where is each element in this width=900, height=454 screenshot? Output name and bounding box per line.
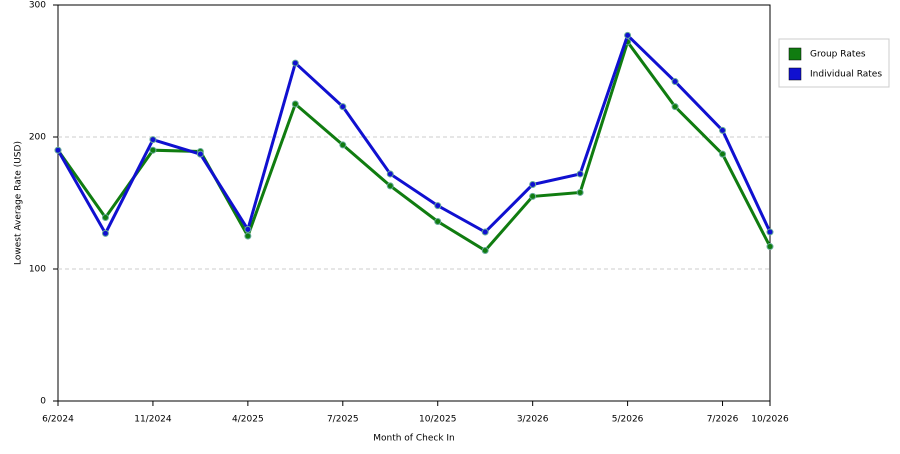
y-tick-label: 100 [29,265,46,275]
data-point [481,247,489,255]
x-tick-label: 10/2025 [419,415,456,425]
y-tick-label: 200 [29,133,46,143]
data-point [434,202,442,210]
data-point [101,214,109,222]
data-point [434,217,442,225]
x-tick-label: 10/2026 [751,415,789,425]
legend-label: Individual Rates [810,70,882,80]
x-tick-label: 5/2026 [612,415,644,425]
data-point [766,243,774,251]
series-line [56,32,772,237]
x-tick-label: 4/2025 [232,415,264,425]
data-point [196,150,204,158]
x-tick-label: 11/2024 [134,415,172,425]
x-tick-label: 7/2025 [327,415,359,425]
x-axis-title: Month of Check In [373,434,455,444]
legend-swatch [788,47,802,61]
x-tick-label: 7/2026 [707,415,739,425]
y-axis-title: Lowest Average Rate (USD) [14,141,24,265]
y-tick-label: 300 [29,1,46,11]
x-tick-label: 6/2024 [42,415,74,425]
data-point [291,100,299,108]
data-point [386,182,394,190]
data-point [244,232,252,240]
plot-frame [57,4,771,402]
data-point [149,136,157,144]
data-point [529,192,537,200]
data-point [339,103,347,111]
data-point [481,228,489,236]
data-point [576,170,584,178]
legend-label: Group Rates [810,50,866,60]
data-point [54,146,62,154]
y-tick-label: 0 [40,397,46,407]
data-point [671,78,679,86]
series-line [56,38,772,253]
data-point [149,146,157,154]
data-point [766,228,774,236]
data-point [291,59,299,67]
x-tick-label: 3/2026 [517,415,549,425]
data-point [719,150,727,158]
data-point [671,103,679,111]
data-point [244,225,252,233]
data-point [624,31,632,39]
data-point [339,141,347,149]
data-point [101,229,109,237]
legend-swatch [788,67,802,81]
data-point [529,181,537,189]
data-point [386,170,394,178]
data-point [576,188,584,196]
data-point [719,126,727,134]
